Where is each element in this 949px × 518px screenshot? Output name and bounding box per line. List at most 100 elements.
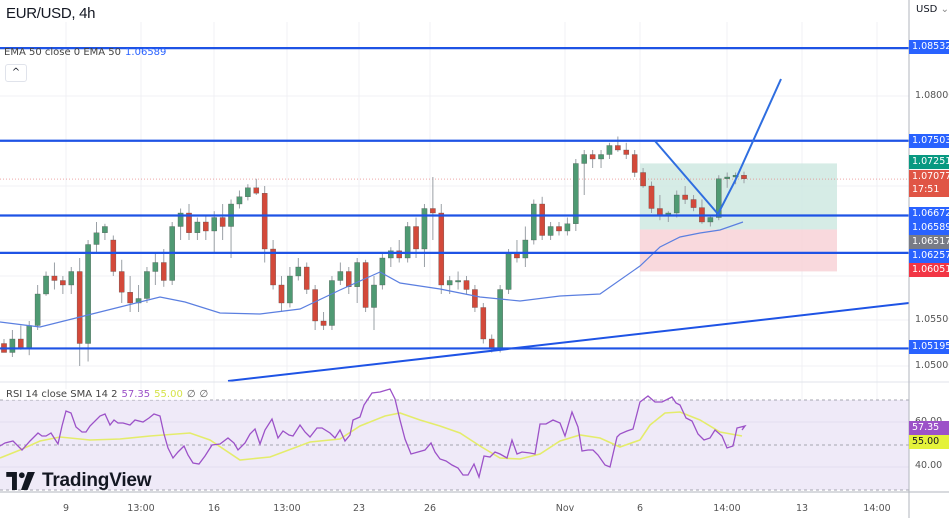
- candle-down: [303, 266, 310, 290]
- time-tick: 26: [423, 503, 437, 514]
- candle-down: [623, 149, 630, 155]
- candle-up: [404, 226, 411, 259]
- price-label: 1.07251: [909, 155, 949, 169]
- candle-up: [522, 239, 529, 259]
- candle-up: [455, 280, 461, 283]
- candle-up: [371, 284, 377, 308]
- candle-up: [606, 145, 613, 155]
- candle-down: [161, 262, 167, 281]
- candle-up: [421, 208, 428, 250]
- candle-up: [564, 223, 571, 232]
- candle-down: [396, 250, 402, 259]
- projection-path: [654, 78, 782, 216]
- ema-legend-value: 1.06589: [125, 47, 167, 58]
- price-label: 1.07077: [909, 170, 949, 184]
- candle-down: [270, 248, 276, 286]
- candle-up: [724, 176, 730, 179]
- price-label: 1.06589: [909, 221, 949, 235]
- candle-down: [648, 185, 655, 209]
- rsi-label: 55.00: [909, 435, 949, 449]
- candle-up: [26, 325, 32, 349]
- tradingview-logo-icon: [6, 472, 35, 490]
- candle-down: [631, 154, 638, 173]
- rsi-label: 57.35: [909, 421, 949, 435]
- candle-up: [245, 187, 251, 197]
- candle-down: [438, 212, 445, 286]
- candle-down: [682, 194, 688, 200]
- candle-down: [657, 208, 663, 215]
- candle-up: [144, 271, 150, 299]
- rsi-tick: 40.00: [915, 460, 943, 471]
- candle-down: [253, 187, 260, 194]
- candle-down: [110, 239, 117, 272]
- candle-up: [388, 250, 394, 259]
- candle-up: [446, 280, 453, 286]
- candle-up: [236, 196, 243, 205]
- candle-down: [219, 217, 226, 227]
- candle-up: [573, 163, 579, 224]
- candle-down: [76, 271, 83, 344]
- chevron-up-icon: ^: [11, 67, 21, 78]
- price-label: 1.06257: [909, 249, 949, 263]
- rsi-sma-legend-value: 55.00: [154, 389, 183, 400]
- candle-down: [413, 226, 419, 250]
- candle-up: [329, 280, 335, 326]
- candle-down: [488, 338, 495, 349]
- candle-up: [379, 257, 386, 286]
- candle-up: [135, 298, 142, 304]
- rsi-legend[interactable]: RSI 14 close SMA 14 2 57.35 55.00 ∅ ∅: [4, 389, 211, 400]
- price-label: 1.06672: [909, 207, 949, 221]
- time-tick: 13: [795, 503, 809, 514]
- candle-down: [203, 221, 209, 232]
- collapse-legend-button[interactable]: ^: [5, 64, 27, 82]
- candle-up: [43, 275, 49, 295]
- ema-legend-label: EMA 50 close 0 EMA 50: [4, 47, 122, 58]
- candle-up: [102, 226, 108, 233]
- candle-up: [211, 217, 217, 232]
- tradingview-wordmark: TradingView: [42, 470, 152, 491]
- candle-down: [615, 145, 621, 151]
- ema50-line: [0, 221, 744, 328]
- candle-down: [514, 253, 520, 259]
- candle-down: [60, 280, 66, 286]
- currency-label: USD: [916, 4, 938, 15]
- candle-down: [430, 208, 436, 214]
- candle-up: [707, 217, 714, 223]
- time-tick: 6: [636, 503, 644, 514]
- candle-down: [51, 275, 58, 281]
- candle-up: [34, 293, 41, 326]
- time-tick: 9: [62, 503, 70, 514]
- candle-up: [9, 338, 16, 353]
- candle-down: [18, 338, 24, 349]
- rsi-legend-value: 57.35: [121, 389, 151, 400]
- chevron-down-icon: ⌄: [940, 4, 949, 15]
- time-tick: 13:00: [127, 503, 155, 514]
- candle-up: [177, 212, 184, 227]
- price-label: 1.05195: [909, 340, 949, 354]
- rsi-legend-extra-1: ∅: [186, 389, 196, 400]
- candle-up: [295, 266, 302, 277]
- tradingview-logo[interactable]: TradingView: [6, 470, 152, 492]
- ema-legend[interactable]: EMA 50 close 0 EMA 50 1.06589: [4, 47, 166, 58]
- candle-up: [152, 262, 159, 272]
- price-label: 1.07503: [909, 134, 949, 148]
- candle-up: [505, 253, 512, 290]
- rsi-line: [0, 388, 747, 480]
- candle-up: [194, 221, 201, 233]
- candle-down: [589, 154, 596, 160]
- candle-down: [118, 271, 125, 293]
- time-tick: 16: [207, 503, 221, 514]
- time-tick: 23: [352, 503, 366, 514]
- currency-selector[interactable]: USD ⌄: [912, 0, 949, 20]
- candle-up: [531, 203, 537, 241]
- candle-down: [539, 203, 545, 236]
- symbol-title: EUR/USD, 4h: [6, 5, 96, 22]
- time-tick: Nov: [555, 503, 575, 514]
- price-label: 1.06517: [909, 235, 949, 249]
- candle-up: [287, 275, 293, 304]
- candle-down: [640, 172, 646, 187]
- price-tick: 1.05000: [915, 360, 949, 371]
- candle-down: [556, 226, 562, 232]
- candle-up: [581, 154, 587, 164]
